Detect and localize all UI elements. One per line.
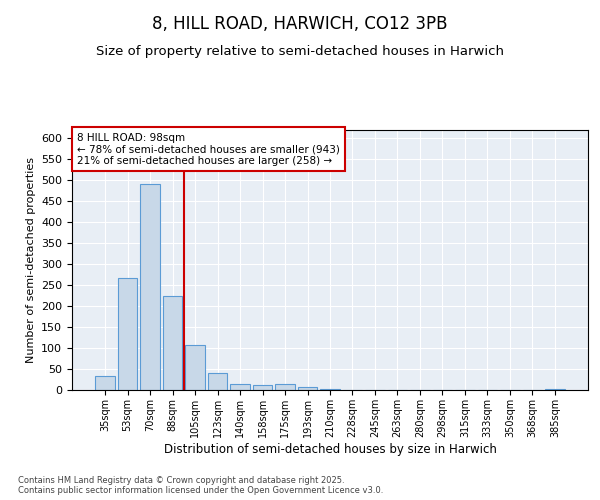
Bar [253, 384, 272, 390]
Bar [95, 376, 115, 390]
Bar [545, 389, 565, 390]
Text: 8, HILL ROAD, HARWICH, CO12 3PB: 8, HILL ROAD, HARWICH, CO12 3PB [152, 15, 448, 33]
Bar [298, 386, 317, 390]
Bar [140, 184, 160, 390]
Bar [275, 384, 295, 390]
Text: 8 HILL ROAD: 98sqm
← 78% of semi-detached houses are smaller (943)
21% of semi-d: 8 HILL ROAD: 98sqm ← 78% of semi-detache… [77, 132, 340, 166]
Bar [230, 384, 250, 390]
Bar [320, 389, 340, 390]
Bar [185, 344, 205, 390]
Y-axis label: Number of semi-detached properties: Number of semi-detached properties [26, 157, 35, 363]
Bar [208, 373, 227, 390]
Text: Size of property relative to semi-detached houses in Harwich: Size of property relative to semi-detach… [96, 45, 504, 58]
Text: Contains HM Land Registry data © Crown copyright and database right 2025.
Contai: Contains HM Land Registry data © Crown c… [18, 476, 383, 495]
X-axis label: Distribution of semi-detached houses by size in Harwich: Distribution of semi-detached houses by … [164, 442, 496, 456]
Bar [118, 278, 137, 390]
Bar [163, 296, 182, 390]
